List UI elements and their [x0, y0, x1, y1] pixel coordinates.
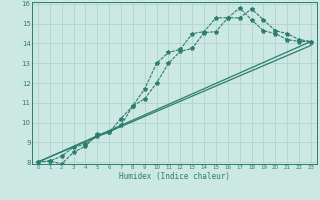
X-axis label: Humidex (Indice chaleur): Humidex (Indice chaleur): [119, 172, 230, 181]
